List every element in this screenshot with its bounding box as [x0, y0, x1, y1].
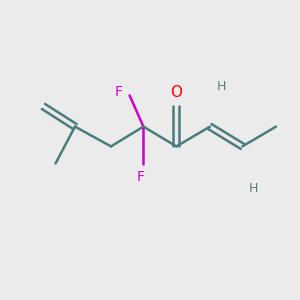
Text: F: F [114, 85, 122, 99]
Text: H: H [249, 182, 258, 196]
Text: H: H [216, 80, 226, 93]
Text: O: O [170, 85, 182, 100]
Text: F: F [136, 170, 144, 184]
